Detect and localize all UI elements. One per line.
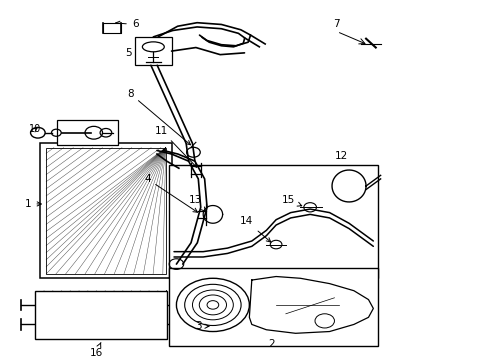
Text: 6: 6	[115, 19, 138, 30]
Text: 4: 4	[143, 174, 197, 212]
Text: 12: 12	[334, 151, 347, 161]
Bar	[103, 23, 120, 33]
Bar	[169, 165, 377, 278]
Text: 8: 8	[127, 89, 190, 145]
Text: 14: 14	[240, 216, 270, 242]
Text: 1: 1	[25, 199, 41, 209]
Bar	[57, 120, 118, 145]
Text: 16: 16	[89, 342, 102, 358]
Bar	[135, 37, 171, 65]
Text: 9: 9	[70, 124, 77, 134]
Text: 15: 15	[281, 195, 301, 206]
Bar	[40, 143, 171, 278]
Bar	[46, 148, 165, 274]
Text: 11: 11	[155, 126, 196, 167]
Text: 7: 7	[333, 19, 340, 30]
Text: 10: 10	[29, 124, 41, 134]
Text: 2: 2	[267, 339, 274, 349]
Text: 3: 3	[195, 321, 208, 331]
Bar	[169, 267, 377, 346]
Text: 13: 13	[189, 195, 205, 211]
Bar	[35, 291, 166, 339]
Text: 5: 5	[125, 48, 132, 58]
